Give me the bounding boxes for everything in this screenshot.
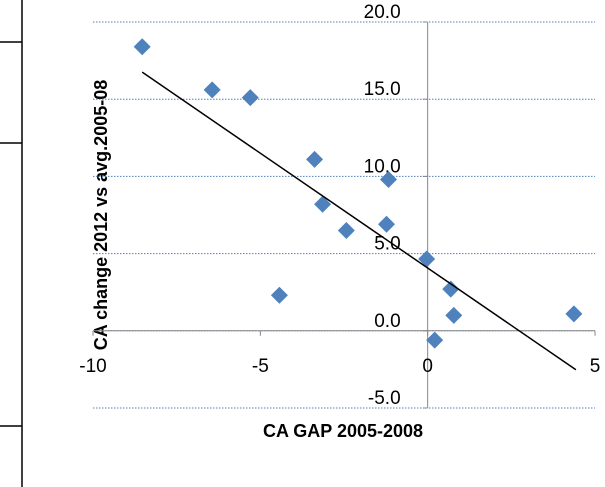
data-point — [270, 286, 288, 304]
data-point — [306, 150, 324, 168]
x-tick-label: 5 — [590, 356, 601, 377]
y-tick-label: 0.0 — [374, 311, 400, 332]
y-axis-title: CA change 2012 vs avg.2005-08 — [91, 80, 111, 351]
data-point — [426, 331, 444, 349]
data-point — [337, 221, 355, 239]
trendline — [141, 71, 577, 371]
data-point — [442, 280, 460, 298]
data-point — [378, 215, 396, 233]
y-tick-label: 15.0 — [364, 79, 401, 100]
x-tick-label: -5 — [252, 356, 269, 377]
x-axis-title: CA GAP 2005-2008 — [263, 421, 423, 441]
data-point — [418, 250, 436, 268]
data-point — [241, 89, 259, 107]
data-point — [565, 305, 583, 323]
y-tick-label: 5.0 — [374, 234, 400, 255]
data-point — [380, 170, 398, 188]
y-tick-label: 20.0 — [364, 2, 401, 23]
data-point — [203, 81, 221, 99]
x-tick-label: 0 — [422, 356, 433, 377]
data-point — [133, 38, 151, 56]
y-tick-label: 10.0 — [364, 156, 401, 177]
data-point — [314, 195, 332, 213]
y-tick-label: -5.0 — [368, 388, 401, 409]
x-tick-label: -10 — [79, 356, 106, 377]
data-point — [445, 306, 463, 324]
